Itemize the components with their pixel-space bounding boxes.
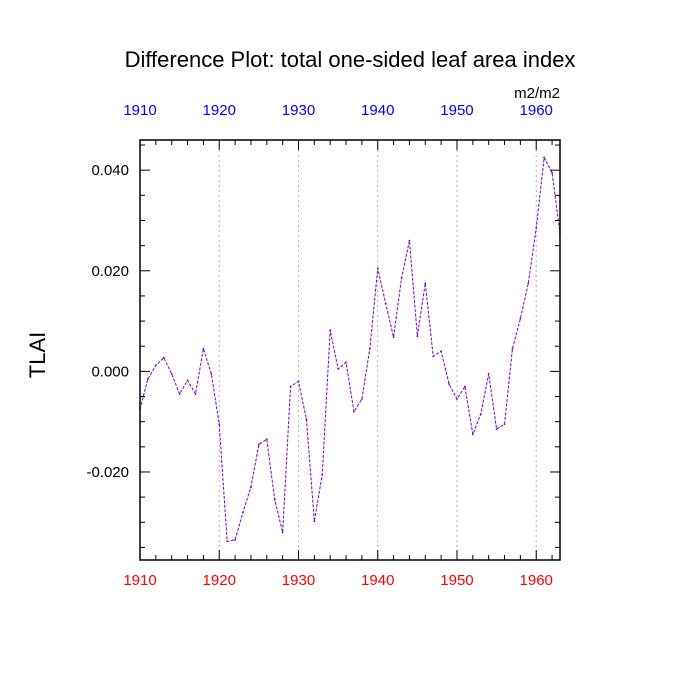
data-point	[503, 423, 506, 426]
data-point	[147, 378, 149, 380]
data-point	[424, 282, 427, 285]
data-point	[392, 336, 395, 339]
data-point	[305, 418, 308, 421]
data-point	[202, 347, 205, 350]
data-point	[471, 433, 474, 436]
data-point	[321, 473, 324, 476]
data-point	[234, 538, 236, 541]
data-point	[337, 367, 340, 370]
data-point	[329, 329, 332, 332]
x-tick-label-top: 1920	[203, 102, 236, 119]
x-tick-label-top: 1950	[440, 102, 473, 119]
data-point	[376, 267, 379, 270]
axes: 1910 1910 1920 1920 1930 1930 1940 1940 1950 1950…	[86, 102, 560, 589]
plot-frame	[139, 139, 561, 561]
series-layer	[139, 155, 561, 543]
data-point	[313, 520, 316, 523]
x-tick-label-bottom: 1920	[203, 572, 236, 589]
x-tick-label-bottom: 1960	[520, 572, 553, 589]
data-point	[511, 347, 514, 350]
data-point	[416, 335, 419, 338]
data-point	[495, 428, 498, 431]
y-axis-label: TLAI	[25, 332, 50, 378]
x-tick-label-top: 1940	[361, 102, 394, 119]
y-tick-label: -0.020	[86, 464, 129, 481]
data-point	[178, 393, 181, 395]
data-point	[440, 350, 443, 353]
data-point	[527, 282, 530, 285]
x-tick-label-top: 1910	[123, 102, 156, 119]
data-point	[226, 540, 229, 543]
data-point	[162, 356, 165, 359]
y-tick-label: 0.020	[91, 263, 129, 280]
units-label: m2/m2	[514, 85, 560, 102]
data-point	[289, 385, 292, 388]
x-tick-label-bottom: 1930	[282, 572, 315, 589]
y-tick-label: 0.000	[91, 363, 129, 380]
data-point	[186, 379, 189, 382]
grid-lines	[218, 140, 537, 560]
x-tick-label-top: 1930	[282, 102, 315, 119]
data-point	[432, 355, 435, 358]
x-tick-label-bottom: 1910	[123, 572, 156, 589]
chart-title: Difference Plot: total one-sided leaf ar…	[125, 47, 576, 72]
data-point	[210, 372, 213, 375]
data-point	[242, 511, 244, 514]
data-point	[345, 361, 347, 364]
x-tick-label-bottom: 1940	[361, 572, 394, 589]
data-point	[487, 372, 490, 375]
data-point	[448, 383, 450, 385]
y-tick-label: 0.040	[91, 162, 129, 179]
data-point	[250, 486, 252, 488]
data-point	[353, 410, 355, 413]
data-point	[384, 302, 387, 305]
data-point	[281, 531, 284, 534]
data-point	[400, 277, 403, 280]
data-point	[535, 227, 538, 229]
data-point	[194, 393, 197, 395]
data-point	[273, 498, 276, 501]
x-tick-label-bottom: 1950	[440, 572, 473, 589]
data-point	[218, 423, 221, 426]
data-point	[464, 385, 466, 388]
data-point	[360, 398, 363, 400]
data-point	[170, 372, 173, 375]
data-point	[408, 239, 411, 242]
data-point	[456, 398, 458, 400]
series-line	[139, 155, 561, 542]
data-point	[297, 380, 300, 383]
x-tick-label-top: 1960	[520, 102, 553, 119]
data-point	[368, 347, 371, 350]
data-point	[543, 156, 546, 159]
data-point	[265, 438, 268, 441]
data-point	[551, 171, 553, 174]
data-point	[479, 413, 482, 416]
data-point	[154, 364, 157, 367]
data-point	[257, 443, 260, 446]
data-point	[519, 317, 522, 320]
